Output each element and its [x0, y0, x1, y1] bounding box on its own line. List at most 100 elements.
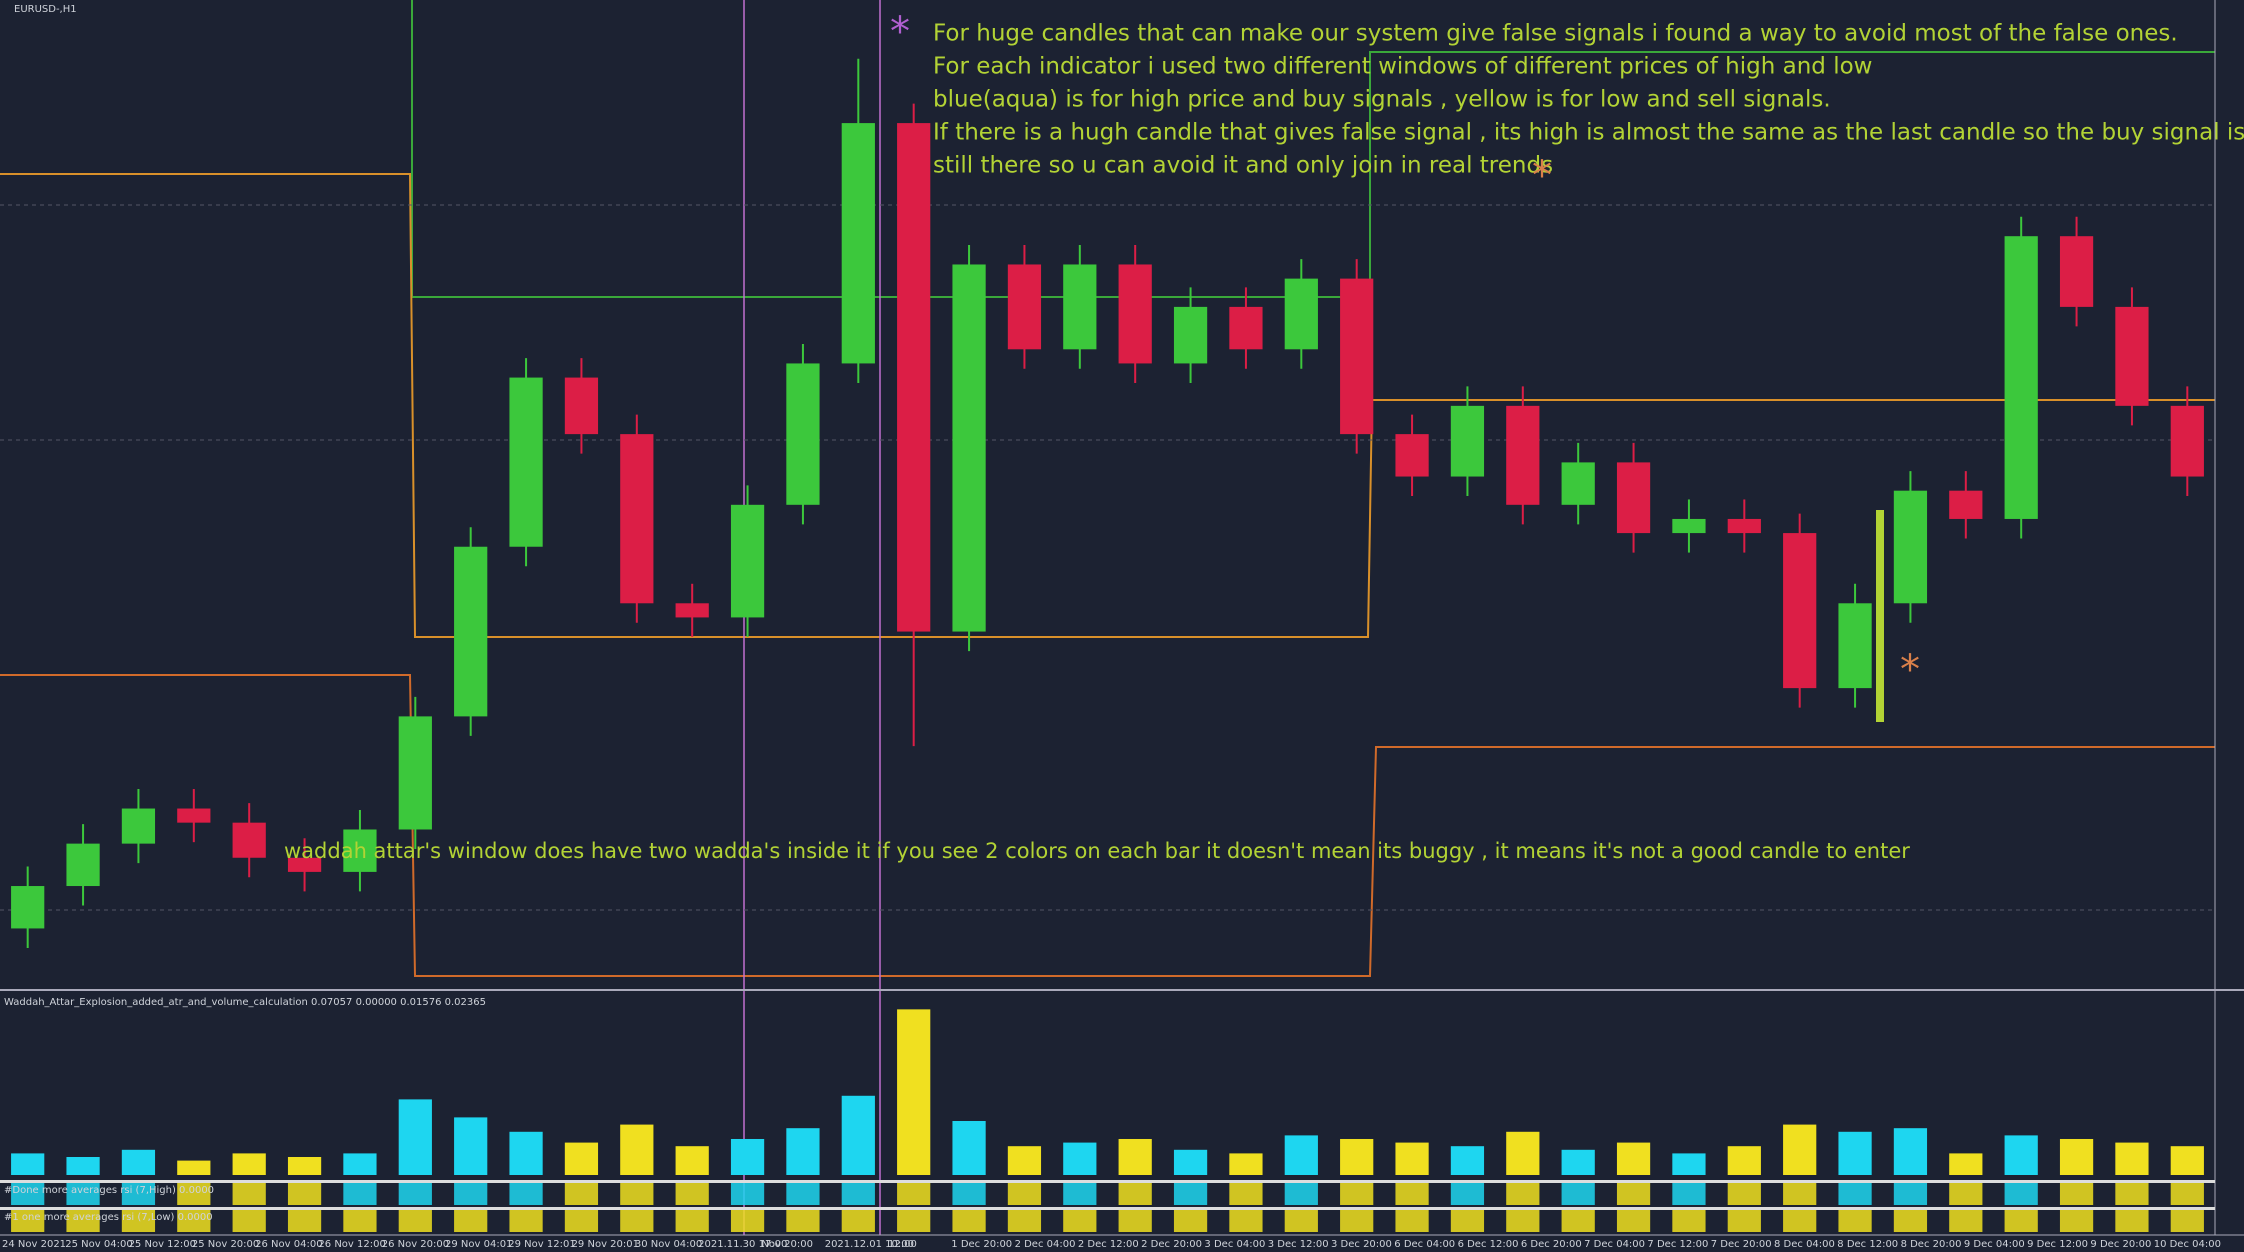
asterisk: * — [1900, 647, 1920, 693]
signal-bar — [786, 1183, 820, 1205]
waddah-bar — [2170, 1146, 2204, 1175]
waddah-bar — [675, 1146, 709, 1175]
time-label: 26 Nov 12:00 — [318, 1239, 385, 1250]
time-label: 26 Nov 20:00 — [382, 1239, 449, 1250]
waddah-bar — [1783, 1124, 1817, 1175]
signal-bar — [1007, 1210, 1042, 1232]
signal-bar — [1949, 1210, 1983, 1232]
time-label: 24 Nov 2021 — [2, 1239, 66, 1250]
signal-bar — [2115, 1210, 2149, 1232]
signal-bar — [454, 1210, 488, 1232]
waddah-bar — [2115, 1142, 2149, 1175]
candle-body — [1173, 306, 1208, 364]
signal-bar — [121, 1210, 156, 1232]
low-window-2 — [0, 674, 2215, 977]
time-label: 8 Dec 04:00 — [1774, 1239, 1835, 1250]
time-label: 2 Dec 04:00 — [1015, 1239, 1076, 1250]
candle-body — [66, 843, 100, 887]
candle-body — [11, 886, 45, 929]
signal-bar — [1118, 1183, 1152, 1205]
signal-bar — [1672, 1183, 1706, 1205]
waddah-bar — [1173, 1149, 1208, 1175]
waddah-bar — [1561, 1149, 1595, 1175]
waddah-bar — [1893, 1128, 1928, 1175]
signal-bar — [564, 1183, 599, 1205]
signal-bar — [2115, 1183, 2149, 1205]
waddah-bar — [121, 1149, 156, 1175]
waddah-bar — [897, 1009, 931, 1175]
signal-bar — [66, 1183, 100, 1205]
candles — [11, 58, 2204, 948]
signal-bar — [1450, 1183, 1485, 1205]
indicator-label: #1 one more averages rsi (7,Low) 0.0000 — [4, 1212, 213, 1223]
candle-body — [1340, 278, 1374, 435]
time-label: 29 Nov 20:01 — [572, 1239, 639, 1250]
waddah-bar — [1229, 1153, 1263, 1175]
signal-bar — [1340, 1183, 1374, 1205]
signal-bar — [1838, 1210, 1872, 1232]
signal-bar — [1229, 1210, 1263, 1232]
signal-bar — [1783, 1210, 1817, 1232]
waddah-bar — [177, 1160, 211, 1175]
candle-body — [1284, 278, 1318, 350]
candle-body — [841, 123, 875, 364]
candle-body — [2004, 236, 2038, 519]
time-label: 2021.11.30 17:00 — [698, 1239, 787, 1250]
signal-bar — [564, 1210, 599, 1232]
candle-body — [1229, 306, 1263, 350]
candle-body — [343, 829, 377, 872]
waddah-bar — [11, 1153, 45, 1175]
time-label: 2021.12.01 10:00 — [825, 1239, 914, 1250]
signal-bar — [1173, 1183, 1208, 1205]
time-label: 8 Dec 12:00 — [1837, 1239, 1898, 1250]
signal-bar — [1838, 1183, 1872, 1205]
signal-bar — [232, 1210, 266, 1232]
time-label: 10 Dec 04:00 — [2154, 1239, 2221, 1250]
signal-bar — [1506, 1210, 1540, 1232]
indicator-label: Waddah_Attar_Explosion_added_atr_and_vol… — [4, 997, 486, 1008]
note-line: blue(aqua) is for high price and buy sig… — [933, 87, 1831, 113]
candle-body — [620, 434, 654, 604]
signal-bar — [675, 1210, 709, 1232]
asterisk: * — [890, 9, 910, 55]
waddah-bar — [2004, 1135, 2038, 1175]
time-label: 8 Dec 20:00 — [1901, 1239, 1962, 1250]
candle-body — [1727, 518, 1761, 534]
candle-body — [509, 377, 543, 547]
signal-bar — [509, 1183, 543, 1205]
signal-bar — [1506, 1183, 1540, 1205]
signal-bar — [841, 1183, 875, 1205]
candle-body — [1672, 518, 1706, 534]
time-label: 30 Nov 04:00 — [635, 1239, 702, 1250]
candle-body — [1506, 405, 1540, 505]
signal-bar — [287, 1210, 322, 1232]
note-line: still there so u can avoid it and only j… — [933, 153, 1553, 179]
candle-body — [398, 716, 432, 830]
waddah-bar — [1506, 1131, 1540, 1175]
signal-bar — [952, 1210, 986, 1232]
waddah-bar — [454, 1117, 488, 1175]
symbol-label: EURUSD-,H1 — [14, 4, 77, 15]
candle-body — [1063, 264, 1097, 350]
signal-bar — [1561, 1210, 1595, 1232]
waddah-bar — [66, 1156, 100, 1175]
time-label: 3 Dec 12:00 — [1268, 1239, 1329, 1250]
candle-body — [786, 363, 820, 505]
signal-bar — [786, 1210, 820, 1232]
signal-bar — [1949, 1183, 1983, 1205]
candle-body — [1783, 533, 1817, 689]
candle-body — [1561, 462, 1595, 505]
signal-bar — [2004, 1183, 2038, 1205]
waddah-note: waddah attar's window does have two wadd… — [284, 839, 1910, 863]
signal-bar — [2004, 1210, 2038, 1232]
note-line: For each indicator i used two different … — [933, 54, 1872, 80]
time-label: 9 Dec 04:00 — [1964, 1239, 2025, 1250]
signal-bar — [509, 1210, 543, 1232]
signal-bar — [1893, 1183, 1928, 1205]
candle-body — [1118, 264, 1152, 364]
signal-bar — [1284, 1183, 1318, 1205]
time-label: 1 Dec 20:00 — [951, 1239, 1012, 1250]
candle-body — [1616, 462, 1651, 534]
waddah-bar — [398, 1099, 432, 1175]
